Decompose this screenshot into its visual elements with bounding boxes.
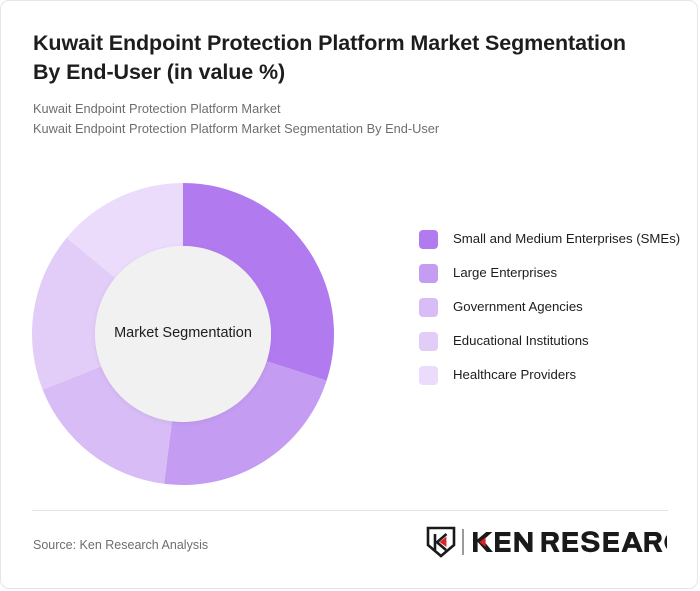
legend-color-swatch [419, 298, 438, 317]
legend-item-label: Large Enterprises [453, 265, 558, 280]
legend-color-swatch [419, 332, 438, 351]
page-title: Kuwait Endpoint Protection Platform Mark… [33, 31, 626, 84]
donut-slice[interactable] [32, 237, 116, 390]
legend-item-label: Government Agencies [453, 299, 583, 314]
donut-slice[interactable] [183, 183, 335, 381]
footer-divider [32, 510, 668, 511]
legend-color-swatch [419, 366, 438, 385]
donut-slice[interactable] [164, 361, 327, 485]
legend-item[interactable]: Educational Institutions [419, 331, 681, 351]
legend-item[interactable]: Large Enterprises [419, 263, 681, 283]
donut-slice-group [32, 183, 335, 485]
subtitle-line-2: Kuwait Endpoint Protection Platform Mark… [33, 121, 440, 137]
legend-item[interactable]: Government Agencies [419, 297, 681, 317]
ken-research-shield-icon [426, 526, 456, 558]
legend-item-label: Small and Medium Enterprises (SMEs) [453, 231, 681, 246]
donut-center-label: Market Segmentation [114, 325, 252, 342]
legend-item-label: Educational Institutions [453, 333, 589, 348]
legend-item[interactable]: Small and Medium Enterprises (SMEs) [419, 229, 681, 249]
donut-slice[interactable] [66, 183, 183, 278]
logo-divider [462, 529, 464, 555]
chart-legend: Small and Medium Enterprises (SMEs) Large… [419, 229, 681, 399]
subtitle-line-1: Kuwait Endpoint Protection Platform Mark… [33, 101, 281, 117]
donut-svg [32, 183, 335, 485]
donut-slice[interactable] [42, 366, 172, 484]
chart-header: Kuwait Endpoint Protection Platform Mark… [33, 29, 633, 139]
subtitle-block: Kuwait Endpoint Protection Platform Mark… [33, 99, 633, 139]
ken-research-wordmark [473, 531, 667, 553]
legend-color-swatch [419, 230, 438, 249]
legend-color-swatch [419, 264, 438, 283]
legend-item[interactable]: Healthcare Providers [419, 365, 681, 385]
chart-area: Market Segmentation Small and Medium Ent… [1, 161, 697, 501]
donut-chart: Market Segmentation [32, 183, 335, 485]
ken-research-logo [426, 525, 667, 559]
source-label: Source: Ken Research Analysis [33, 538, 209, 552]
donut-center-hub: Market Segmentation [95, 246, 271, 422]
legend-item-label: Healthcare Providers [453, 367, 577, 382]
